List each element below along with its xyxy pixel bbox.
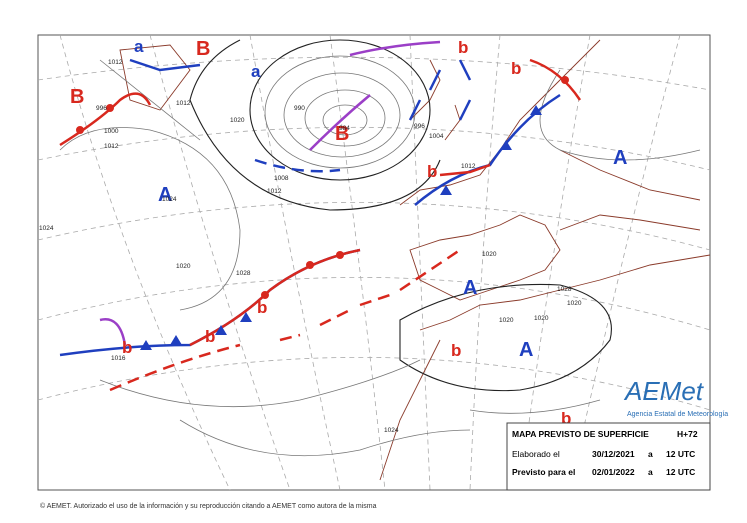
isobars (59, 39, 701, 457)
isobar-label: 1012 (267, 188, 282, 195)
isobar-label: 1020 (567, 300, 582, 307)
pressure-center-label: B (70, 86, 84, 108)
footer: © AEMET. Autorizado el uso de la informa… (40, 502, 377, 510)
info-valid-date: 02/01/2022 (592, 467, 635, 477)
isobar-label: 984 (339, 125, 350, 132)
pressure-center-label: A (519, 339, 533, 361)
info-valid-label: Previsto para el (512, 467, 575, 477)
pressure-center-label: A (463, 277, 477, 299)
isobar-label: 1024 (384, 427, 399, 434)
isobar-label: 1020 (230, 117, 245, 124)
isobar-label: 1000 (104, 128, 119, 135)
info-made-label: Elaborado el (512, 449, 560, 459)
isobar-label: 1028 (557, 286, 572, 293)
pressure-center-label: b (458, 38, 468, 57)
isobar-label: 1020 (176, 263, 191, 270)
pressure-center-label: b (257, 298, 267, 317)
pressure-center-label: b (451, 341, 461, 360)
pressure-center-label: A (158, 184, 172, 206)
pressure-center-label: b (122, 338, 132, 357)
isobar-label: 1020 (534, 315, 549, 322)
isobar-label: 1024 (162, 196, 177, 203)
pressure-center-label: A (613, 147, 627, 169)
isobar-label: 1012 (461, 163, 476, 170)
pressure-centers: a Ba B A Bb b Ab Ab b b Ab b (70, 37, 627, 428)
isobar-label: 1008 (274, 175, 289, 182)
isobar-label: 996 (96, 105, 107, 112)
pressure-center-label: B (335, 123, 349, 145)
isobar-label: 996 (414, 123, 425, 130)
info-valid-time: 12 UTC (666, 467, 695, 477)
isobar-label: 1020 (499, 317, 514, 324)
isobar-label: 1020 (482, 251, 497, 258)
info-made-date: 30/12/2021 (592, 449, 635, 459)
pressure-center-label: b (205, 327, 215, 346)
logo: AEMet Agencia Estatal de Meteorología (623, 376, 728, 418)
isobar-labels: 1012 1012 996 1000 1012 1020 1024 1008 1012 990 98… (39, 59, 582, 434)
fronts (59, 40, 582, 392)
isobar-label: 1016 (111, 355, 126, 362)
pressure-center-label: b (511, 59, 521, 78)
isobar-label: 1024 (39, 225, 54, 232)
info-box: MAPA PREVISTO DE SUPERFICIE H+72 Elabora… (506, 422, 711, 491)
pressure-center-label: B (196, 38, 210, 60)
pressure-center-label: b (427, 162, 437, 181)
logo-name: AEMet (623, 376, 705, 406)
isobar-label: 990 (294, 105, 305, 112)
isobar-label: 1028 (236, 270, 251, 277)
isobar-label: 1012 (104, 143, 119, 150)
graticule (37, 34, 711, 491)
info-valid-at: a (648, 467, 653, 477)
info-step: H+72 (677, 429, 698, 439)
info-box-frame (506, 422, 711, 491)
logo-subtitle: Agencia Estatal de Meteorología (627, 411, 728, 418)
pressure-center-label: b (561, 409, 571, 428)
info-made-at: a (648, 449, 653, 459)
pressure-center-label: a (251, 62, 261, 81)
isobar-label: 1004 (429, 133, 444, 140)
isobar-label: 1012 (176, 100, 191, 107)
coastlines (119, 39, 711, 481)
isobar-label: 1012 (108, 59, 123, 66)
map-frame (37, 34, 711, 491)
pressure-center-label: a (134, 37, 144, 56)
info-title: MAPA PREVISTO DE SUPERFICIE (512, 429, 649, 439)
info-made-time: 12 UTC (666, 449, 695, 459)
